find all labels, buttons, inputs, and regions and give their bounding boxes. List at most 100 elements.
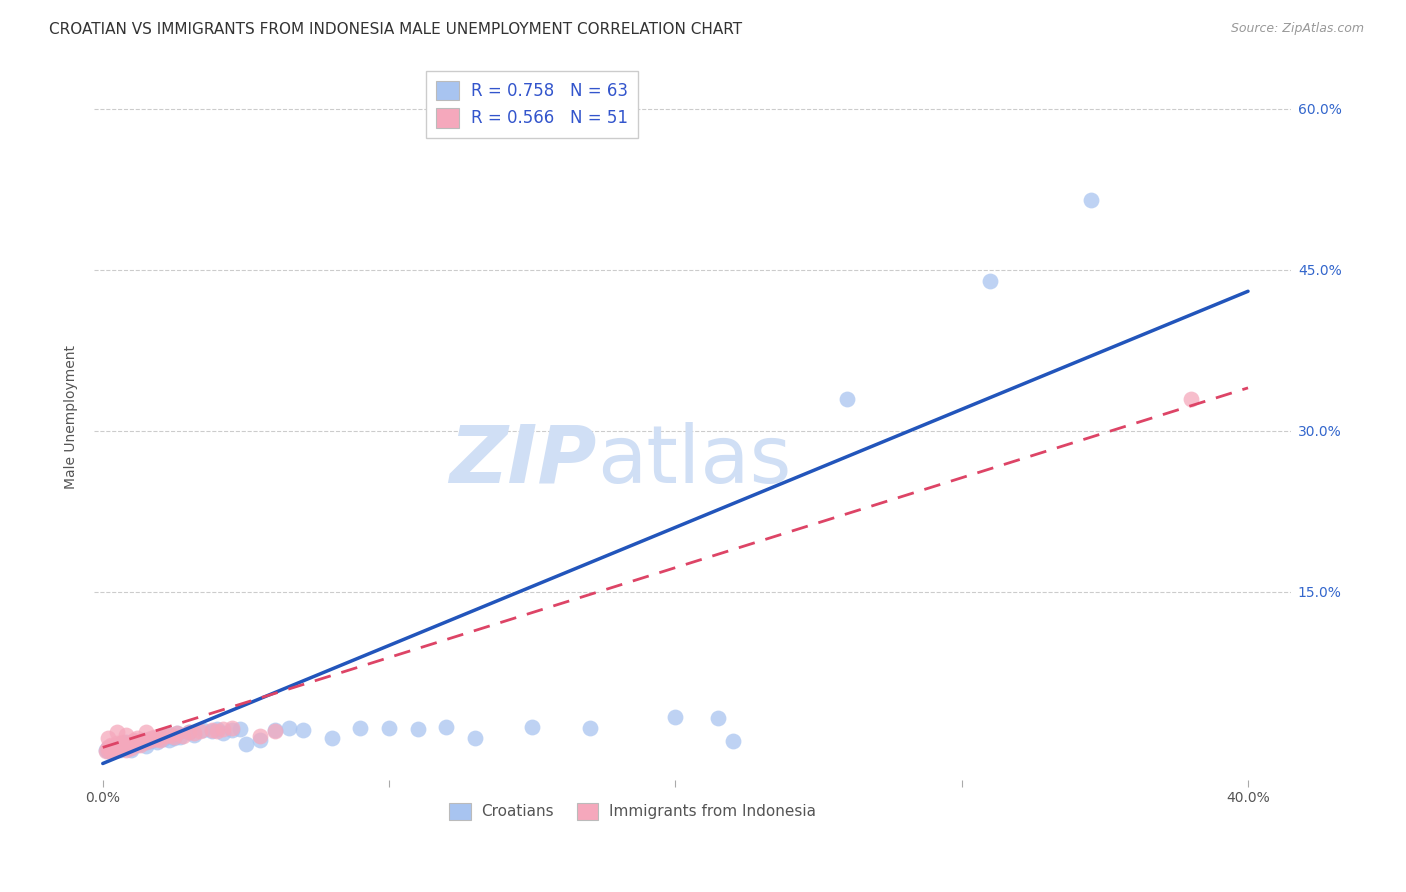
Point [163,730,186,744]
Point [103,742,125,756]
Point [149,732,172,747]
Point [212,726,235,740]
Point [114,740,136,755]
Point [100,742,122,756]
Point [155,729,177,743]
Point [221,721,243,735]
Point [100,738,122,752]
Point [138,731,160,746]
Point [235,737,257,751]
Point [105,741,128,756]
Point [143,731,166,746]
Point [122,732,145,747]
Point [163,731,186,745]
Point [127,737,149,751]
Point [120,742,142,756]
Point [160,727,183,741]
Point [149,729,172,743]
Point [207,724,229,739]
Legend: Croatians, Immigrants from Indonesia: Croatians, Immigrants from Indonesia [443,797,823,826]
Point [129,736,152,750]
Point [378,721,401,735]
Point [97,742,120,756]
Point [166,726,188,740]
Point [120,736,142,750]
Text: CROATIAN VS IMMIGRANTS FROM INDONESIA MALE UNEMPLOYMENT CORRELATION CHART: CROATIAN VS IMMIGRANTS FROM INDONESIA MA… [49,22,742,37]
Point [132,734,155,748]
Point [143,731,166,745]
Point [578,721,600,735]
Point [111,736,134,750]
Point [97,740,120,755]
Point [292,723,315,738]
Point [105,740,128,755]
Point [406,722,429,736]
Point [105,738,128,752]
Point [146,731,169,746]
Point [100,744,122,758]
Point [108,742,131,756]
Point [141,732,163,747]
Point [212,722,235,736]
Point [135,725,157,739]
Point [114,727,136,741]
Y-axis label: Male Unemployment: Male Unemployment [65,345,79,490]
Point [207,722,229,736]
Point [138,731,160,746]
Point [191,723,214,738]
Point [221,723,243,738]
Point [188,724,211,739]
Point [349,721,371,735]
Point [263,724,285,739]
Point [105,725,128,739]
Point [979,273,1001,287]
Point [160,727,183,741]
Point [1180,392,1202,406]
Point [97,744,120,758]
Point [129,738,152,752]
Point [464,731,486,745]
Point [200,724,222,739]
Point [522,720,544,734]
Point [837,392,859,406]
Point [249,732,271,747]
Point [111,740,134,755]
Point [157,732,180,747]
Point [183,727,205,741]
Point [105,736,128,750]
Point [707,711,730,725]
Point [155,729,177,743]
Point [94,742,117,756]
Point [169,730,191,744]
Point [108,737,131,751]
Point [321,731,343,745]
Point [117,739,139,754]
Point [152,731,174,746]
Text: atlas: atlas [596,422,792,500]
Point [277,721,299,735]
Point [143,730,166,744]
Point [120,737,142,751]
Point [135,735,157,749]
Point [111,735,134,749]
Point [108,741,131,756]
Point [127,738,149,752]
Point [229,722,252,736]
Point [103,744,125,758]
Point [721,734,744,748]
Point [94,744,117,758]
Point [120,741,142,756]
Point [108,737,131,751]
Point [114,741,136,756]
Point [141,734,163,748]
Point [149,730,172,744]
Point [132,732,155,747]
Point [664,710,686,724]
Point [177,725,200,739]
Point [97,741,120,756]
Point [100,740,122,755]
Point [166,726,188,740]
Point [1080,193,1102,207]
Point [135,735,157,749]
Text: ZIP: ZIP [450,422,596,500]
